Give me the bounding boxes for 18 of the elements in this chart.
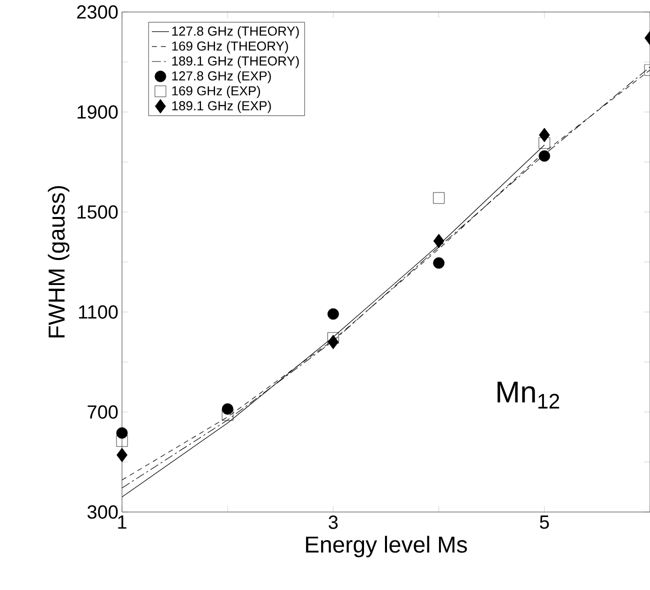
legend-label: 189.1 GHz (EXP): [172, 100, 271, 113]
y-tick-label: 1100: [79, 305, 118, 319]
x-tick-label: 5: [540, 516, 549, 529]
legend-label: 189.1 GHz (THEORY): [172, 56, 299, 68]
legend-label: 169 GHz (EXP): [172, 86, 260, 98]
x-tick-label: 1: [118, 516, 126, 529]
y-axis-title: FWHM (gauss): [48, 186, 70, 338]
x-axis-title: Energy level Ms: [306, 536, 467, 558]
y-tick-label: 700: [88, 405, 118, 419]
legend-label: 127.8 GHz (EXP): [172, 70, 271, 84]
y-tick-label: 1500: [78, 205, 118, 219]
y-tick-label: 300: [87, 505, 118, 519]
legend-label: 127.8 GHz (THEORY): [172, 26, 299, 38]
x-tick-label: 3: [328, 516, 338, 529]
legend-label: 169 GHz (THEORY): [172, 41, 288, 54]
annotation: Mn$_{12}$: [498, 382, 560, 408]
y-tick-label: 1900: [78, 105, 118, 119]
y-tick-label: 2300: [77, 5, 118, 19]
